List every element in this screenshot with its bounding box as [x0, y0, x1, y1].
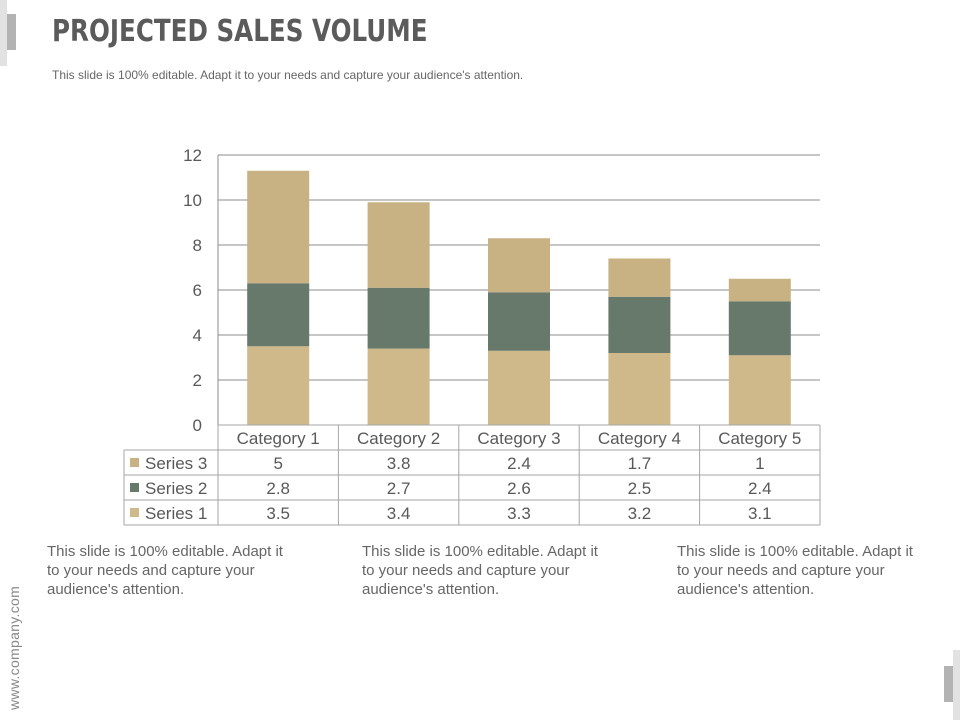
data-label: 1	[755, 454, 764, 473]
data-label: 2.4	[507, 454, 531, 473]
y-tick-label: 10	[183, 191, 202, 210]
series-label: Series 1	[145, 504, 207, 523]
category-label: Category 1	[237, 429, 320, 448]
bar-segment-series-1-5	[728, 355, 791, 425]
text-block-3: This slide is 100% editable. Adapt it to…	[677, 543, 913, 598]
bar-segment-series-2-5	[728, 301, 791, 356]
data-label: 3.2	[628, 504, 652, 523]
bar-segment-series-1-1	[247, 346, 310, 425]
legend-key-series-3	[130, 458, 139, 467]
data-label: 3.3	[507, 504, 531, 523]
text-block-2: This slide is 100% editable. Adapt it to…	[362, 543, 598, 598]
data-label: 3.5	[266, 504, 290, 523]
data-label: 2.8	[266, 479, 290, 498]
y-tick-label: 2	[193, 371, 202, 390]
data-label: 2.5	[628, 479, 652, 498]
data-label: 2.6	[507, 479, 531, 498]
bar-segment-series-3-3	[488, 238, 550, 293]
left-accent-bar-inner	[7, 14, 16, 50]
category-label: Category 3	[477, 429, 560, 448]
bar-segment-series-2-1	[247, 283, 310, 347]
y-tick-label: 8	[193, 236, 202, 255]
y-tick-label: 4	[193, 326, 202, 345]
slide-title: PROJECTED SALES VOLUME	[52, 14, 428, 49]
bar-segment-series-3-4	[608, 258, 671, 297]
right-accent-bar	[953, 650, 960, 720]
series-label: Series 3	[145, 454, 207, 473]
data-label: 2.4	[748, 479, 772, 498]
website-url: www.company.com	[6, 585, 22, 710]
y-tick-label: 6	[193, 281, 202, 300]
bar-segment-series-2-4	[608, 296, 671, 353]
bar-segment-series-1-4	[608, 353, 671, 425]
bar-segment-series-3-5	[728, 278, 791, 302]
data-label: 5	[273, 454, 282, 473]
y-tick-label: 12	[183, 146, 202, 165]
category-label: Category 5	[718, 429, 801, 448]
data-label: 1.7	[628, 454, 652, 473]
y-tick-label: 0	[193, 416, 202, 435]
slide-subtitle: This slide is 100% editable. Adapt it to…	[52, 68, 524, 82]
series-label: Series 2	[145, 479, 207, 498]
category-label: Category 4	[598, 429, 681, 448]
data-label: 3.4	[387, 504, 411, 523]
bar-segment-series-1-3	[488, 350, 550, 425]
legend-key-series-2	[130, 483, 139, 492]
bar-segment-series-3-2	[367, 202, 430, 288]
data-label: 2.7	[387, 479, 411, 498]
text-block-1: This slide is 100% editable. Adapt it to…	[47, 543, 283, 598]
data-label: 3.1	[748, 504, 772, 523]
bar-segment-series-2-3	[488, 292, 550, 351]
right-accent-bar-inner	[944, 666, 953, 702]
bar-segment-series-1-2	[367, 348, 430, 425]
left-accent-bar	[0, 0, 7, 66]
bar-segment-series-3-1	[247, 170, 310, 284]
legend-key-series-1	[130, 508, 139, 517]
data-label: 3.8	[387, 454, 411, 473]
category-label: Category 2	[357, 429, 440, 448]
bar-segment-series-2-2	[367, 287, 430, 349]
